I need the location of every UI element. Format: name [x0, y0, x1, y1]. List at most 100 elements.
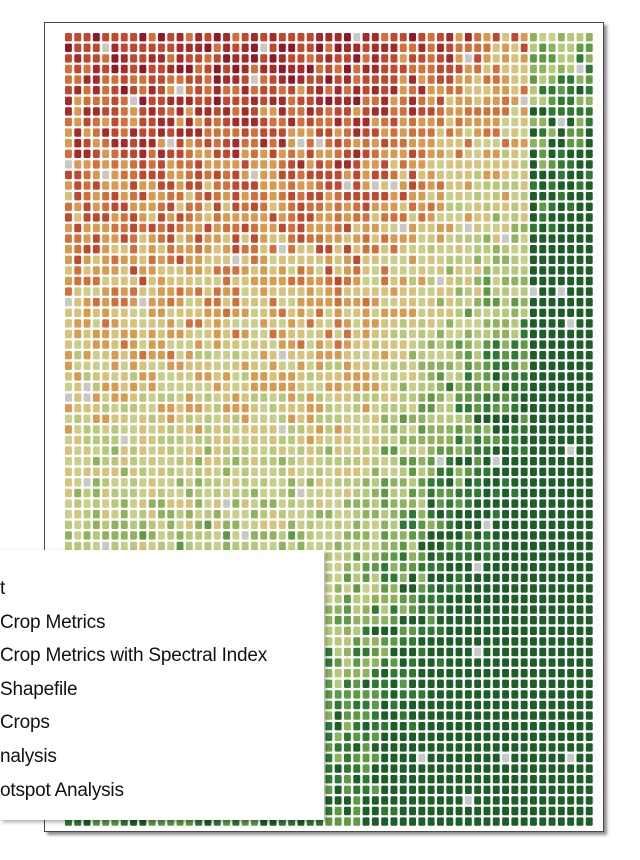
plant-cell [269, 404, 277, 413]
plant-cell [390, 287, 398, 296]
plant-cell [502, 33, 509, 42]
menu-item-shapefile[interactable]: Shapefile [0, 673, 324, 707]
plant-cell [576, 817, 584, 826]
plant-cell [567, 467, 575, 476]
plant-cell [130, 96, 137, 105]
plant-cell [576, 520, 584, 529]
plant-cell [427, 213, 435, 222]
plant-cell [502, 139, 509, 148]
plant-cell [288, 329, 296, 339]
plant-cell [399, 488, 407, 498]
menu-item-export[interactable]: t [0, 572, 324, 606]
plant-cell [120, 531, 128, 540]
plant-cell [520, 775, 528, 784]
plant-cell [381, 690, 389, 699]
plant-cell [344, 139, 351, 148]
plant-cell [204, 510, 212, 519]
plant-cell [520, 605, 528, 614]
plant-cell [158, 361, 165, 370]
plant-cell [353, 340, 361, 349]
plant-cell [65, 435, 72, 445]
plant-cell [492, 86, 500, 95]
plant-cell [390, 266, 398, 275]
plant-cell [446, 54, 454, 63]
plant-cell [418, 478, 426, 487]
plant-cell [464, 573, 472, 582]
plant-cell [418, 552, 426, 561]
menu-item-crop-metrics-spectral-index[interactable]: Crop Metrics with Spectral Index [0, 639, 324, 673]
plant-cell [269, 160, 277, 169]
plant-cell [251, 43, 258, 52]
plant-cell [492, 308, 500, 317]
plant-cell [353, 86, 361, 95]
plant-cell [464, 351, 472, 360]
plant-cell [288, 266, 296, 275]
plant-cell [455, 806, 463, 816]
plant-cell [585, 658, 593, 667]
menu-item-crop-metrics[interactable]: Crop Metrics [0, 606, 324, 640]
plant-cell [185, 64, 193, 74]
plant-cell [316, 382, 323, 392]
plant-cell [409, 732, 416, 741]
plant-cell [381, 43, 389, 52]
plant-cell [334, 43, 342, 52]
plant-cell [195, 298, 203, 307]
plant-cell [437, 139, 444, 148]
plant-cell [381, 361, 389, 370]
plant-cell [371, 488, 379, 498]
menu-item-analysis[interactable]: nalysis [0, 740, 324, 774]
plant-cell [502, 753, 509, 763]
plant-cell [567, 234, 575, 243]
plant-cell [344, 722, 351, 731]
plant-cell [362, 488, 370, 498]
plant-cell [158, 96, 165, 105]
plant-cell [557, 732, 565, 741]
plant-cell [130, 488, 137, 498]
plant-cell [185, 160, 193, 169]
plant-cell [390, 234, 398, 243]
plant-cell [158, 308, 165, 317]
plant-cell [269, 308, 277, 317]
plant-cell [399, 245, 407, 254]
plant-cell [502, 276, 509, 286]
plant-cell [390, 626, 398, 635]
plant-cell [437, 149, 444, 158]
plant-cell [204, 64, 212, 74]
plant-cell [530, 541, 537, 551]
plant-cell [418, 775, 426, 784]
plant-cell [557, 563, 565, 572]
plant-cell [399, 308, 407, 317]
plant-cell [381, 75, 389, 84]
plant-cell [74, 488, 82, 498]
plant-cell [344, 202, 351, 211]
plant-cell [325, 425, 333, 434]
plant-cell [409, 563, 416, 572]
plant-cell [437, 86, 444, 95]
plant-cell [353, 594, 361, 604]
plant-cell [409, 308, 416, 317]
plant-cell [418, 96, 426, 105]
plant-cell [502, 626, 509, 635]
plant-cell [371, 245, 379, 254]
plant-cell [437, 594, 444, 604]
menu-item-crops[interactable]: Crops [0, 706, 324, 740]
plant-cell [158, 457, 165, 466]
plant-cell [530, 531, 537, 540]
crop-health-map[interactable] [45, 23, 603, 831]
plant-cell [437, 234, 444, 243]
plant-cell [260, 531, 268, 540]
plant-cell [83, 361, 91, 370]
plant-cell [111, 139, 119, 148]
plant-cell [158, 425, 165, 434]
plant-cell [241, 510, 249, 519]
plant-cell [557, 351, 565, 360]
plant-cell [176, 308, 184, 317]
plant-cell [576, 287, 584, 296]
plant-cell [464, 785, 472, 794]
plant-cell [362, 33, 370, 42]
plant-cell [111, 245, 119, 254]
plant-cell [241, 276, 249, 286]
menu-item-hotspot-analysis[interactable]: otspot Analysis [0, 774, 324, 808]
plant-cell [362, 245, 370, 254]
plant-cell [120, 117, 128, 127]
